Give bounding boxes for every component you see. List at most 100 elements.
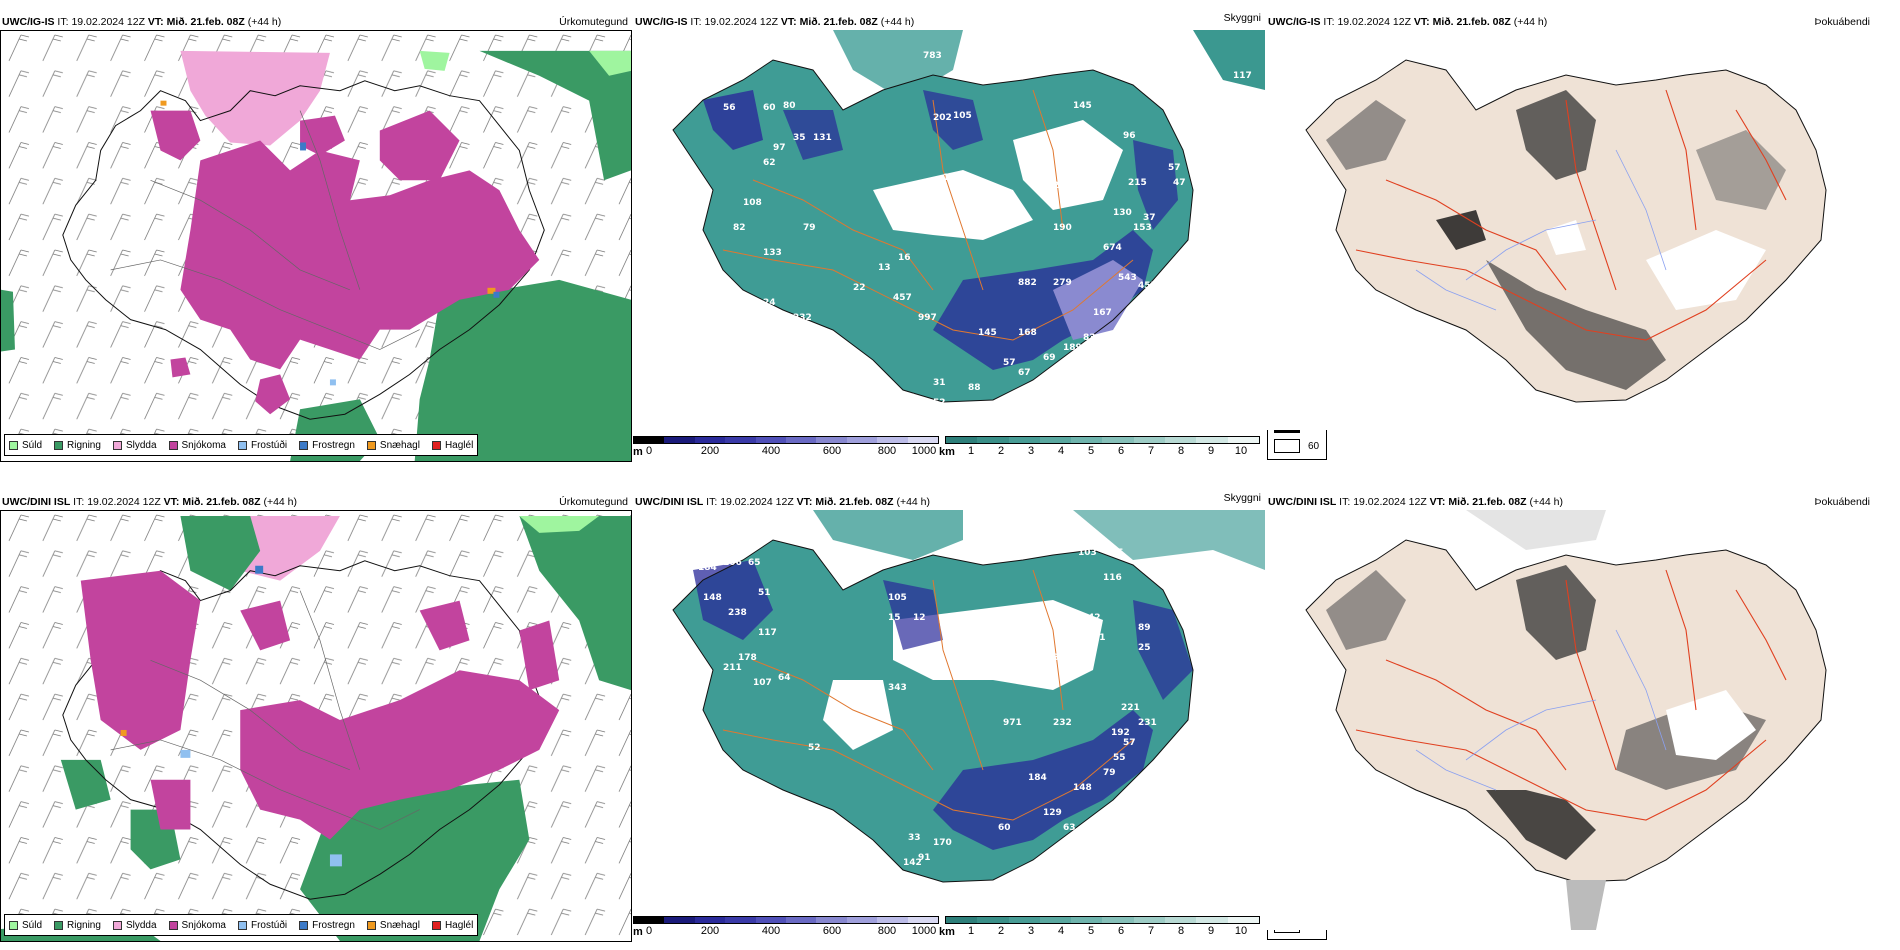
vis-label: 202 [933,113,952,123]
tick-label: 800 [877,925,897,937]
vis-label: 25 [1138,643,1151,653]
vis-label: 26 [873,393,886,403]
precip-panel-row2: UWC/DINI ISL IT: 19.02.2024 12Z VT: Mið.… [0,494,632,942]
vis-label: 16 [898,253,911,263]
legend-rain: Rigning [54,920,101,931]
tick-label: 6 [1117,925,1125,937]
vis-label: 674 [1103,243,1122,253]
visibility-colorbar [945,436,1260,444]
freezing-rain-swatch [299,920,309,930]
vis-label: 88 [968,383,981,393]
visibility-scalebar: km 1 2 3 4 5 6 7 8 9 10 [939,916,1265,946]
tick-label: 9 [1207,925,1215,937]
vis-label: 27 [883,403,896,413]
vis-label: 105 [953,111,972,121]
vis-label: 31 [933,378,946,388]
vis-label: 192 [1111,728,1130,738]
vis-label: 62 [763,158,776,168]
height-scalebar: m 0 200 400 600 800 1000 [633,436,943,466]
vis-label: 83 [973,183,986,193]
vis-label: 79 [1103,768,1116,778]
fog-panel-row2: UWC/DINI ISL IT: 19.02.2024 12Z VT: Mið.… [1266,494,1900,942]
snow-pellets-swatch [366,920,376,930]
tick-label: 400 [761,445,781,457]
vis-label: 148 [703,593,722,603]
drizzle-swatch [9,920,18,930]
tick-label: 9 [1207,445,1215,457]
vis-label: 287 [758,358,777,368]
vis-label: 189 [1063,343,1082,353]
vis-label: 130 [1113,208,1132,218]
vis-label: 154 [953,638,972,648]
vis-label: 89 [1138,623,1151,633]
tick-label: 2 [997,925,1005,937]
vis-label: 47 [1173,178,1186,188]
height-unit: m [633,926,643,938]
vis-label: 91 [903,393,916,403]
vis-label: 24 [763,298,776,308]
precip-map [0,510,632,942]
vis-label: 394 [1033,148,1052,158]
vis-label: 571 [913,183,932,193]
vis-label: 204 [1088,141,1107,151]
visibility-unit: km [939,446,955,458]
visibility-panel-row2: UWC/DINI ISL IT: 19.02.2024 12Z VT: Mið.… [633,492,1327,942]
init-time: 19.02.2024 12Z [1337,16,1411,28]
height-colorbar [633,916,939,924]
vis-label: 343 [888,683,907,693]
vis-label: 105 [888,593,907,603]
tick-label: 1 [967,925,975,937]
snow-swatch [168,920,178,930]
vis-label: 238 [728,608,747,618]
tick-label: 600 [822,925,842,937]
vis-label: 882 [1018,278,1037,288]
vis-label: 35 [793,133,806,143]
legend-sleet: Slydda [112,440,157,451]
vis-label: 117 [1233,71,1252,81]
tick-label: 7 [1147,445,1155,457]
vis-label: 52 [808,743,821,753]
vis-label: 33 [908,833,921,843]
legend-drizzle: Súld [9,920,42,931]
vis-label: 15 [888,613,901,623]
model-name: UWC/IG-IS [2,16,55,28]
vis-label: 60 [763,103,776,113]
vis-label: 215 [1128,178,1147,188]
fog-map-svg [1266,510,1900,930]
visibility-panel-row1: UWC/IG-IS IT: 19.02.2024 12Z VT: Mið. 21… [633,12,1327,462]
visibility-colorbar [945,916,1260,924]
fog-swatch-60 [1274,439,1300,453]
vis-label: 63 [1063,823,1076,833]
init-time: 19.02.2024 12Z [87,496,161,508]
vis-label: 178 [738,653,757,663]
tick-label: 4 [1057,445,1065,457]
sleet-swatch [112,440,122,450]
lead-time: (+44 h) [247,16,282,28]
lead-time: (+44 h) [1513,16,1548,28]
tick-label: 800 [877,445,897,457]
valid-time: Mið. 21.feb. 08Z [1448,496,1527,508]
tick-label: 200 [700,445,720,457]
tick-label: 1 [967,445,975,457]
fog-map [1266,510,1900,930]
vis-label: 31 [1093,633,1106,643]
vis-label: 184 [698,563,717,573]
vis-label: 55 [1113,753,1126,763]
vis-label: 57 [1003,358,1016,368]
vis-label: 232 [793,313,812,323]
panel-title: Úrkomutegund [559,16,628,28]
visibility-map-svg: 783 117 56 60 80 145 202 105 35 62 97 13… [633,30,1265,430]
legend-hail: Haglél [431,920,473,931]
vis-label: 145 [1073,101,1092,111]
freezing-rain-swatch [299,440,309,450]
vis-label: 60 [998,823,1011,833]
valid-time: Mið. 21.feb. 08Z [799,16,878,28]
panel-header: UWC/DINI ISL IT: 19.02.2024 12Z VT: Mið.… [635,492,1261,508]
panel-title: Skyggni [1223,12,1261,24]
vis-label: 84 [1073,363,1086,373]
vis-label: 51 [758,588,771,598]
lead-time: (+44 h) [880,16,915,28]
panel-title: Úrkomutegund [559,496,628,508]
precip-map-svg [1,31,631,461]
legend-hail: Haglél [431,440,473,451]
